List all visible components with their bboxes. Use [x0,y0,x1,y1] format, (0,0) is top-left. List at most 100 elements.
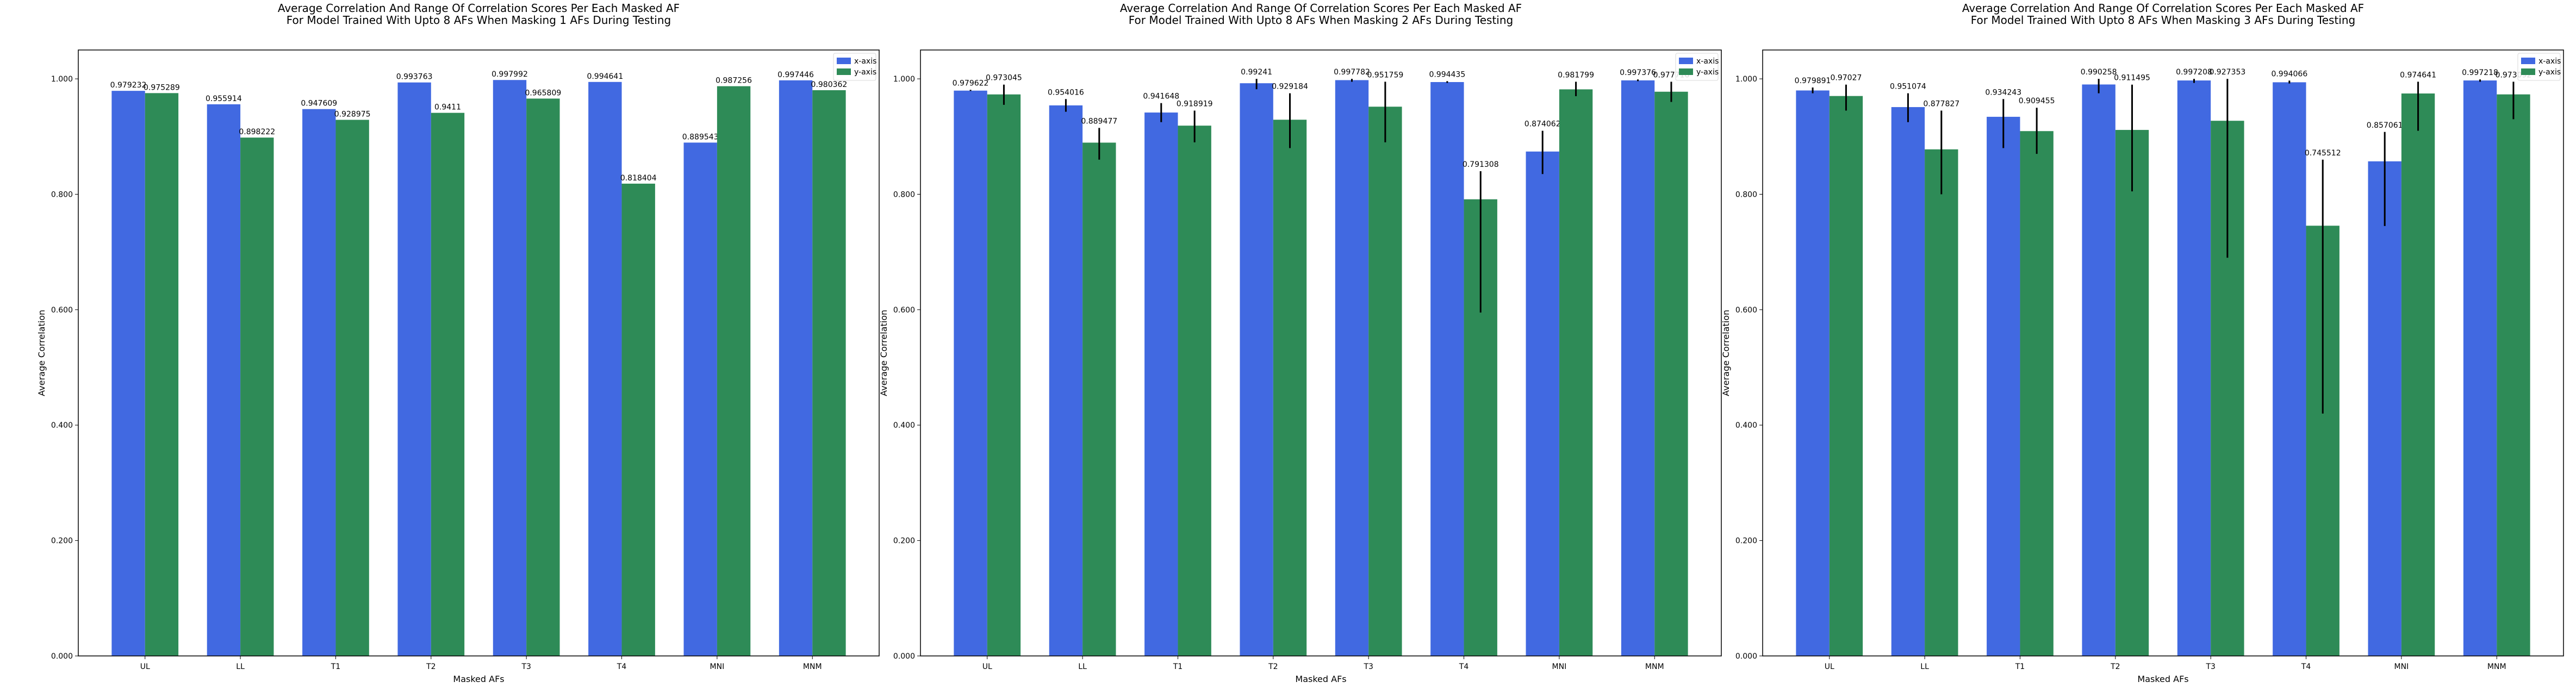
data-label: 0.791308 [1463,160,1499,169]
bar-y-axis-T1 [335,120,369,656]
bar-x-axis-T1 [1987,116,2020,656]
bar-x-axis-T3 [493,80,527,656]
bar-x-axis-UL [1796,90,1830,656]
x-tick-label: LL [236,662,245,671]
bar-y-axis-LL [1082,142,1116,656]
data-label: 0.889477 [1081,117,1117,126]
bar-x-axis-MNI [683,142,717,656]
data-label: 0.993763 [396,73,433,82]
data-label: 0.975289 [144,83,180,92]
bar-y-axis-UL [987,94,1021,656]
data-label: 0.997376 [1620,68,1656,77]
data-label: 0.979622 [953,79,989,87]
y-tick-label: 0.400 [893,421,915,430]
x-tick-label: MNI [1552,662,1567,671]
legend: x-axis y-axis [2517,53,2561,81]
x-tick-label: MNM [803,662,822,671]
x-tick-label: T2 [2110,662,2120,671]
data-label: 0.909455 [2019,97,2055,105]
y-axis-label: Average Correlation [36,310,47,396]
data-label: 0.941648 [1143,92,1179,101]
bar-y-axis-UL [1829,96,1863,656]
legend-swatch-y-axis [2521,68,2535,75]
data-label: 0.997992 [491,70,528,79]
x-tick-label: UL [982,662,992,671]
x-tick-label: T1 [2015,662,2025,671]
bar-y-axis-T2 [1273,120,1307,656]
data-label: 0.990258 [2081,68,2117,77]
chart-title: Average Correlation And Range Of Correla… [1120,2,1522,15]
bar-y-axis-UL [145,93,179,656]
bar-x-axis-T3 [2177,80,2211,656]
bar-x-axis-UL [954,90,987,656]
legend-label: x-axis [854,57,876,66]
bar-x-axis-MNI [1526,151,1559,656]
y-tick-label: 0.400 [51,421,73,430]
y-tick-label: 1.000 [51,75,73,84]
x-axis-label: Masked AFs [453,674,504,684]
legend: x-axis y-axis [1675,53,1719,81]
y-tick-label: 1.000 [1735,75,1757,84]
data-label: 0.994066 [2271,70,2307,78]
bar-y-axis-MNM [2497,94,2530,656]
legend: x-axis y-axis [833,53,876,81]
legend-swatch-y-axis [1679,68,1693,75]
data-label: 0.928975 [334,110,371,119]
bar-x-axis-MNM [2463,80,2497,656]
data-label: 0.954016 [1048,88,1084,97]
data-label: 0.994641 [587,72,623,81]
legend-swatch-x-axis [2521,58,2535,64]
x-tick-label: LL [1920,662,1929,671]
y-tick-label: 0.200 [1735,537,1757,546]
bar-y-axis-T1 [2020,131,2054,656]
data-label: 0.99241 [1241,68,1272,77]
x-axis-label: Masked AFs [1295,674,1346,684]
bar-x-axis-T2 [2082,84,2115,656]
data-label: 0.980362 [811,80,848,89]
bar-x-axis-UL [111,91,145,656]
y-tick-label: 0.000 [1735,652,1757,661]
bar-x-axis-T1 [302,109,336,656]
chart-title: Average Correlation And Range Of Correla… [1962,2,2364,15]
data-label: 0.981799 [1558,71,1594,79]
bar-y-axis-MNI [1559,89,1593,656]
axes-frame [920,49,1722,656]
x-tick-label: T4 [617,662,627,671]
data-label: 0.877827 [1923,100,1959,109]
y-tick-label: 0.000 [893,652,915,661]
y-tick-label: 0.400 [1735,421,1757,430]
chart-subtitle: For Model Trained With Upto 8 AFs When M… [287,14,671,27]
y-tick-label: 0.800 [51,190,73,199]
legend-label: x-axis [2538,57,2561,66]
legend-swatch-x-axis [1679,58,1693,64]
data-label: 0.997782 [1334,68,1370,77]
bar-x-axis-MNM [1621,80,1655,656]
y-tick-label: 0.800 [893,190,915,199]
data-label: 0.898222 [239,128,275,136]
bar-x-axis-T2 [1240,83,1273,656]
data-label: 0.951759 [1367,71,1403,79]
legend-swatch-x-axis [837,58,851,64]
y-axis-label: Average Correlation [879,310,889,396]
x-tick-label: T1 [1173,662,1183,671]
legend-swatch-y-axis [837,68,851,75]
bar-y-axis-T4 [621,183,655,656]
bar-x-axis-T1 [1144,112,1178,656]
chart-subtitle: For Model Trained With Upto 8 AFs When M… [1971,14,2355,27]
chart-subtitle: For Model Trained With Upto 8 AFs When M… [1129,14,1513,27]
data-label: 0.997446 [777,71,814,79]
bar-y-axis-MNI [2401,93,2435,656]
bar-y-axis-T1 [1178,126,1211,656]
bar-x-axis-LL [207,104,241,656]
data-label: 0.874062 [1525,120,1561,129]
data-label: 0.987256 [715,77,752,85]
x-tick-label: T3 [1363,662,1373,671]
data-label: 0.927353 [2209,68,2245,77]
data-label: 0.955914 [206,95,242,103]
x-tick-label: MNM [1645,662,1664,671]
x-tick-label: T4 [1459,662,1469,671]
bar-x-axis-LL [1891,107,1925,656]
chart-panel-1: Average Correlation And Range Of Correla… [36,2,880,684]
